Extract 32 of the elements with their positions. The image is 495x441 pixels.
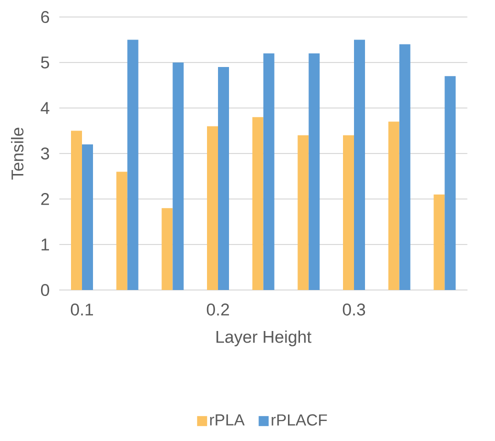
- bar: [218, 67, 229, 290]
- bar: [298, 135, 309, 290]
- y-tick-label: 5: [41, 56, 50, 68]
- y-tick-label: 6: [41, 10, 50, 24]
- y-tick-label: 1: [42, 238, 49, 250]
- bar: [354, 40, 366, 290]
- y-tick-label: 0: [41, 284, 50, 296]
- bar: [162, 208, 173, 290]
- bar: [399, 44, 410, 290]
- bar: [71, 130, 82, 290]
- x-tick-label: 0.2: [206, 304, 229, 316]
- y-axis-title: Tensile: [11, 128, 24, 180]
- x-tick-label: 0.1: [70, 304, 93, 316]
- bar: [263, 53, 274, 290]
- legend-label: rPLACF: [272, 414, 327, 426]
- bar: [444, 76, 456, 290]
- x-axis-title: Layer Height: [216, 330, 312, 346]
- bar: [172, 62, 184, 290]
- y-tick-label: 3: [40, 147, 50, 160]
- bar: [434, 194, 445, 290]
- bar: [388, 122, 400, 290]
- y-tick-label: 2: [41, 193, 49, 205]
- legend-label: rPLA: [210, 414, 245, 426]
- bar: [127, 40, 138, 290]
- x-tick-label: 0.3: [342, 304, 366, 316]
- bar: [343, 135, 354, 290]
- y-tick-label: 4: [40, 102, 50, 114]
- bar: [252, 117, 264, 290]
- bar: [207, 126, 218, 290]
- bar: [82, 144, 93, 290]
- bar: [308, 53, 320, 290]
- bar: [116, 172, 128, 290]
